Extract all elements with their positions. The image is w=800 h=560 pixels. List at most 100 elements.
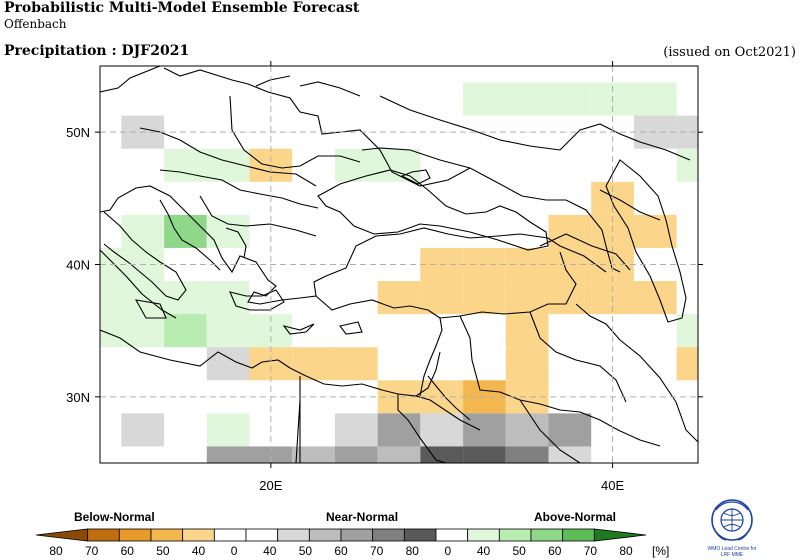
probability-cell (100, 281, 122, 315)
probability-cell (249, 446, 293, 463)
logo-line1: WMO Lead Centre for (708, 546, 757, 552)
colorbar-tick-label: 0 (445, 544, 452, 558)
logo-line2: LRF MME (721, 552, 744, 558)
colorbar-swatch (593, 528, 647, 542)
lon-label: 40E (601, 478, 624, 493)
wmo-logo: WMO Lead Centre for LRF MME (708, 499, 757, 558)
coastlines (100, 66, 698, 463)
probability-cell (676, 115, 698, 149)
colorbar-swatch (245, 528, 279, 542)
colorbar-tick-label: 40 (477, 544, 491, 558)
probability-cell (121, 281, 165, 315)
colorbar-tick-label: 80 (619, 544, 633, 558)
colorbar-tick-label: 50 (299, 544, 313, 558)
colorbar-tick-label: 50 (156, 544, 170, 558)
colorbar-swatch (182, 528, 215, 542)
colorbar-swatch (403, 528, 437, 542)
colorbar-swatch (562, 528, 595, 542)
probability-cell (206, 214, 250, 248)
probability-cell (505, 82, 549, 116)
probability-cell (505, 413, 549, 447)
probability-cell (463, 446, 506, 463)
graticule (100, 66, 698, 463)
probability-cell (420, 281, 464, 315)
probability-cell (505, 446, 549, 463)
probability-cell (249, 347, 293, 381)
chart-title: Probabilistic Multi-Model Ensemble Forec… (4, 0, 360, 16)
probability-cell (164, 148, 207, 182)
lat-label: 30N (66, 390, 90, 405)
probability-cell (633, 82, 677, 116)
colorbar-tick-label: 0 (231, 544, 238, 558)
colorbar-swatch (150, 528, 184, 542)
colorbar-tick-label: 70 (370, 544, 384, 558)
probability-cell (633, 214, 677, 248)
chart-subtitle: Offenbach (4, 17, 67, 31)
colorbar-swatch (213, 528, 247, 542)
probability-cell (676, 347, 698, 381)
colorbar-tick-label: 40 (192, 544, 206, 558)
axis-ticks: 50N 40N 30N 20E 40E (66, 61, 703, 493)
unit-label: [%] (652, 544, 670, 558)
probability-cell (334, 148, 378, 182)
probability-cell (762, 380, 800, 413)
probability-cell (719, 380, 762, 413)
probability-cell (548, 446, 592, 463)
colorbar-swatch (530, 528, 564, 542)
colorbar-tick-label: 60 (548, 544, 562, 558)
probability-cell (676, 314, 698, 348)
colorbar-tick-label: 40 (263, 544, 277, 558)
probability-cell (548, 413, 592, 447)
colorbar-tick-label: 80 (49, 544, 63, 558)
probability-cell (505, 314, 549, 348)
colorbar-swatch (308, 528, 342, 542)
probability-cells (100, 82, 800, 463)
probability-cell (334, 347, 378, 381)
below-normal-label: Below-Normal (74, 510, 155, 524)
issued-label: (issued on Oct2021) (663, 45, 796, 60)
probability-cell (121, 214, 165, 248)
probability-cell (206, 413, 250, 447)
above-normal-label: Above-Normal (534, 510, 617, 524)
probability-cell (420, 446, 464, 463)
lat-label: 50N (66, 125, 90, 140)
probability-cell (164, 314, 207, 348)
probability-cell (206, 281, 250, 315)
probability-cell (762, 83, 800, 116)
probability-cell (420, 413, 464, 447)
colorbar-tick-label: 80 (406, 544, 420, 558)
probability-cell (463, 82, 506, 116)
probability-cell (121, 314, 165, 348)
probability-cell (334, 446, 378, 463)
probability-cell (377, 281, 421, 315)
probability-cell (100, 314, 122, 348)
colorbar-tick-label: 70 (584, 544, 598, 558)
colorbar-tick-label: 50 (512, 544, 526, 558)
probability-cell (206, 446, 250, 463)
colorbar-swatch (435, 528, 469, 542)
probability-cell (548, 281, 592, 315)
probability-cell (292, 347, 335, 381)
probability-cell (121, 413, 165, 447)
probability-cell (206, 347, 250, 381)
colorbar-swatch (277, 528, 310, 542)
probability-cell (505, 347, 549, 381)
near-normal-label: Near-Normal (326, 510, 399, 524)
colorbar-swatch (372, 528, 405, 542)
colorbar: 80 70 60 50 40 0 40 50 60 70 80 0 40 50 60 70 80 (35, 528, 647, 558)
colorbar-swatch (498, 528, 532, 542)
probability-cell (292, 446, 335, 463)
probability-cell (377, 446, 421, 463)
probability-cell (334, 413, 378, 447)
probability-cell (762, 413, 800, 446)
probability-cell (633, 281, 677, 315)
colorbar-swatch (340, 528, 374, 542)
probability-cell (548, 82, 592, 116)
lon-label: 20E (259, 478, 282, 493)
probability-cell (377, 413, 421, 447)
colorbar-swatch (87, 528, 120, 542)
variable-label: Precipitation : DJF2021 (4, 43, 190, 59)
colorbar-swatch (118, 528, 152, 542)
colorbar-swatch (35, 528, 89, 542)
